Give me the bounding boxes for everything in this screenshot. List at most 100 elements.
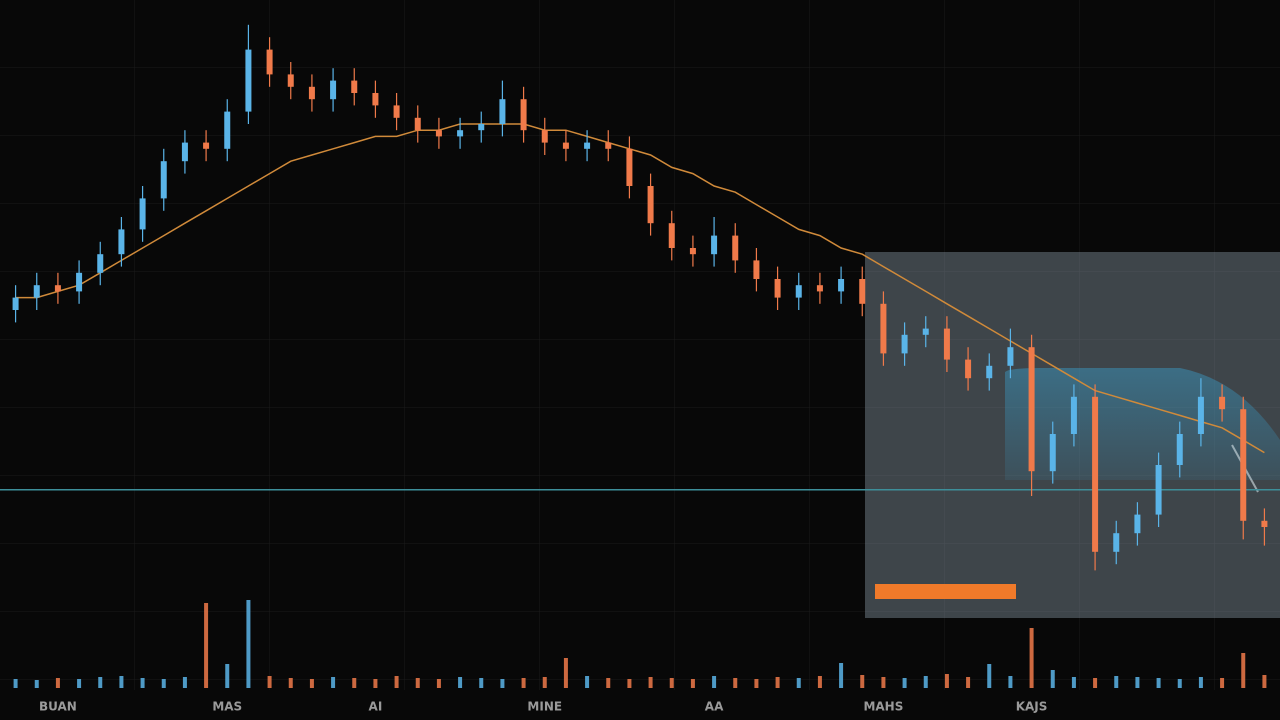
volume-bar <box>77 679 82 688</box>
volume-bar <box>1198 677 1203 688</box>
volume-bar <box>1135 677 1140 688</box>
candle-body <box>541 130 548 143</box>
candle-body <box>76 272 83 292</box>
volume-bar <box>373 679 378 688</box>
candle-body <box>1155 465 1162 515</box>
volume-bar <box>415 678 420 688</box>
volume-bar <box>1177 679 1182 688</box>
volume-bar <box>288 678 293 688</box>
candle-body <box>1176 434 1183 465</box>
candle-body <box>986 365 993 379</box>
candle-body <box>1049 434 1056 472</box>
volume-bar <box>669 678 674 688</box>
candle-body <box>1028 347 1035 472</box>
candle-body <box>1007 347 1014 366</box>
candle-body <box>245 49 252 112</box>
volume-bar <box>1029 628 1034 688</box>
candle-body <box>689 248 696 255</box>
candle-body <box>795 285 802 298</box>
volume-bar <box>563 658 568 688</box>
candle-body <box>711 235 718 255</box>
volume-bar <box>923 676 928 688</box>
volume-bar <box>436 679 441 688</box>
candle-body <box>203 142 210 149</box>
grid <box>0 0 1280 690</box>
candle-body <box>160 161 167 199</box>
candle-body <box>287 74 294 87</box>
volume-bar <box>690 679 695 688</box>
volume-bar <box>458 677 463 688</box>
volume-bar <box>754 679 759 688</box>
volume-bar <box>712 676 717 688</box>
volume-bar <box>987 664 992 688</box>
candle-body <box>880 303 887 354</box>
x-tick-label: MAHS <box>863 700 903 714</box>
candle-body <box>393 105 400 118</box>
volume-bar <box>606 678 611 688</box>
candle-body <box>372 93 379 106</box>
candle-body <box>668 223 675 248</box>
volume-bar <box>55 678 60 688</box>
candle-body <box>54 285 61 292</box>
candle-body <box>647 186 654 224</box>
volume-bar <box>944 674 949 688</box>
volume-bar <box>1262 675 1267 688</box>
candle-body <box>33 285 40 298</box>
volume-bar <box>352 678 357 688</box>
volume-bar <box>13 679 18 688</box>
moving-average <box>15 123 1265 454</box>
volume-bar <box>585 676 590 688</box>
volume-bar <box>627 679 632 688</box>
candle-body <box>1240 409 1247 521</box>
candle-body <box>12 297 19 310</box>
volume-bar <box>966 677 971 688</box>
candle-body <box>435 130 442 137</box>
x-tick-label: AA <box>705 700 724 714</box>
x-tick-label: AI <box>369 700 383 714</box>
x-tick-label: BUAN <box>39 700 77 714</box>
candle-body <box>1261 520 1268 527</box>
candle-body <box>626 148 633 186</box>
volume-bar <box>1008 676 1013 688</box>
x-tick-label: MAS <box>212 700 242 714</box>
volume-bar <box>140 678 145 688</box>
candle-body <box>520 99 527 131</box>
volume-bar <box>1050 670 1055 688</box>
volume-bar <box>267 676 272 688</box>
volume-bar <box>309 679 314 688</box>
candle-body <box>1219 396 1226 410</box>
volume-bar <box>1114 676 1119 688</box>
volume-bar <box>860 675 865 688</box>
candle-body <box>753 260 760 279</box>
volume-bar <box>1071 677 1076 688</box>
candle-body <box>1070 396 1077 434</box>
candle-body <box>1134 514 1141 534</box>
candle-body <box>584 142 591 149</box>
candle-body <box>1197 396 1204 434</box>
volume-bar <box>1220 678 1225 688</box>
volume-bar <box>1093 678 1098 688</box>
candle-body <box>922 328 929 335</box>
candle-body <box>351 80 358 93</box>
candle-body <box>732 235 739 261</box>
candle-body <box>330 80 337 100</box>
candle-body <box>97 254 104 273</box>
volume-bar <box>796 678 801 688</box>
candle-body <box>499 99 506 124</box>
candle-body <box>224 111 231 149</box>
volume-bar <box>733 678 738 688</box>
candle-body <box>478 124 485 131</box>
volume-bar <box>225 664 230 688</box>
candle-body <box>118 229 125 255</box>
candle-body <box>965 359 972 379</box>
volume-bar <box>542 677 547 688</box>
candle-body <box>901 334 908 354</box>
volume-bar <box>479 678 484 688</box>
volume-bar <box>119 676 124 688</box>
volume-bar <box>775 677 780 688</box>
volume-bar <box>839 663 844 688</box>
volume-bar <box>881 677 886 688</box>
volume-bar <box>500 679 505 688</box>
volume-bar <box>98 677 103 688</box>
